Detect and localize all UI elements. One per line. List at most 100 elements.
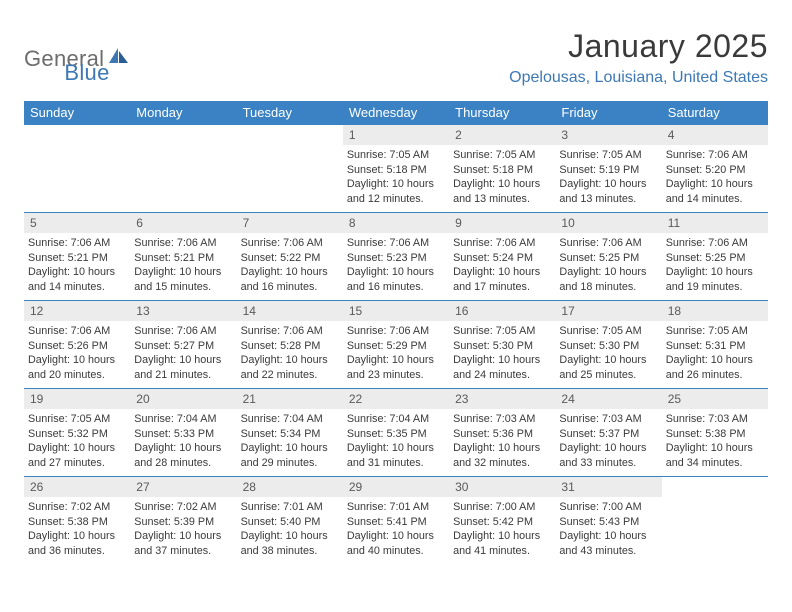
day-number: 2 (449, 125, 555, 145)
sunset-text: Sunset: 5:20 PM (666, 163, 764, 178)
calendar-day-cell: 8Sunrise: 7:06 AMSunset: 5:23 PMDaylight… (343, 213, 449, 301)
sunset-text: Sunset: 5:38 PM (666, 427, 764, 442)
calendar-day-cell: 17Sunrise: 7:05 AMSunset: 5:30 PMDayligh… (555, 301, 661, 389)
sunset-text: Sunset: 5:24 PM (453, 251, 551, 266)
sunset-text: Sunset: 5:25 PM (666, 251, 764, 266)
day2-text: and 31 minutes. (347, 456, 445, 471)
sunset-text: Sunset: 5:32 PM (28, 427, 126, 442)
calendar-day-cell: 4Sunrise: 7:06 AMSunset: 5:20 PMDaylight… (662, 125, 768, 213)
calendar-day-cell: 19Sunrise: 7:05 AMSunset: 5:32 PMDayligh… (24, 389, 130, 477)
day1-text: Daylight: 10 hours (134, 353, 232, 368)
calendar-day-cell: 28 Sunrise: 7:01 AMSunset: 5:40 PMDayligh… (237, 477, 343, 565)
day-content: Sunrise: 7:02 AMSunset: 5:38 PMDaylight:… (24, 497, 130, 560)
calendar-day-cell: 23Sunrise: 7:03 AMSunset: 5:36 PMDayligh… (449, 389, 555, 477)
day-number: 18 (662, 301, 768, 321)
sunrise-text: Sunrise: 7:06 AM (347, 236, 445, 251)
calendar-day-cell: 22Sunrise: 7:04 AMSunset: 5:35 PMDayligh… (343, 389, 449, 477)
sunset-text: Sunset: 5:30 PM (453, 339, 551, 354)
day1-text: Daylight: 10 hours (559, 529, 657, 544)
sunset-text: Sunset: 5:23 PM (347, 251, 445, 266)
day1-text: Daylight: 10 hours (241, 529, 339, 544)
calendar-day-cell (24, 125, 130, 213)
day-number: 29 (343, 477, 449, 497)
sunset-text: Sunset: 5:25 PM (559, 251, 657, 266)
sunset-text: Sunset: 5:40 PM (241, 515, 339, 530)
day-number: 9 (449, 213, 555, 233)
calendar-day-cell: 27Sunrise: 7:02 AMSunset: 5:39 PMDayligh… (130, 477, 236, 565)
sunrise-text: Sunrise: 7:06 AM (347, 324, 445, 339)
day2-text: and 15 minutes. (134, 280, 232, 295)
calendar-week-row: 5Sunrise: 7:06 AMSunset: 5:21 PMDaylight… (24, 213, 768, 301)
day-number: 25 (662, 389, 768, 409)
day2-text: and 40 minutes. (347, 544, 445, 559)
day-content: Sunrise: 7:03 AMSunset: 5:36 PMDaylight:… (449, 409, 555, 472)
sunrise-text: Sunrise: 7:06 AM (28, 236, 126, 251)
day1-text: Daylight: 10 hours (241, 353, 339, 368)
calendar-table: Sunday Monday Tuesday Wednesday Thursday… (24, 101, 768, 565)
calendar-day-cell: 6Sunrise: 7:06 AMSunset: 5:21 PMDaylight… (130, 213, 236, 301)
day2-text: and 38 minutes. (241, 544, 339, 559)
day2-text: and 26 minutes. (666, 368, 764, 383)
calendar-day-cell (662, 477, 768, 565)
calendar-day-cell: 21Sunrise: 7:04 AMSunset: 5:34 PMDayligh… (237, 389, 343, 477)
sunrise-text: Sunrise: 7:00 AM (559, 500, 657, 515)
day2-text: and 14 minutes. (666, 192, 764, 207)
sunrise-text: Sunrise: 7:03 AM (559, 412, 657, 427)
sunset-text: Sunset: 5:33 PM (134, 427, 232, 442)
calendar-day-cell: 7Sunrise: 7:06 AMSunset: 5:22 PMDaylight… (237, 213, 343, 301)
sunset-text: Sunset: 5:28 PM (241, 339, 339, 354)
day-number: 28 (237, 477, 343, 497)
calendar-day-cell: 1Sunrise: 7:05 AMSunset: 5:18 PMDaylight… (343, 125, 449, 213)
calendar-day-cell (130, 125, 236, 213)
calendar-day-cell: 12Sunrise: 7:06 AMSunset: 5:26 PMDayligh… (24, 301, 130, 389)
day-content: Sunrise: 7:05 AMSunset: 5:31 PMDaylight:… (662, 321, 768, 384)
day-content: Sunrise: 7:06 AMSunset: 5:25 PMDaylight:… (555, 233, 661, 296)
day-content: Sunrise: 7:06 AMSunset: 5:26 PMDaylight:… (24, 321, 130, 384)
sunrise-text: Sunrise: 7:05 AM (559, 148, 657, 163)
sunset-text: Sunset: 5:37 PM (559, 427, 657, 442)
sunset-text: Sunset: 5:18 PM (453, 163, 551, 178)
day2-text: and 32 minutes. (453, 456, 551, 471)
sunrise-text: Sunrise: 7:02 AM (134, 500, 232, 515)
sunrise-text: Sunrise: 7:05 AM (666, 324, 764, 339)
calendar-day-cell: 20Sunrise: 7:04 AMSunset: 5:33 PMDayligh… (130, 389, 236, 477)
day2-text: and 20 minutes. (28, 368, 126, 383)
sunrise-text: Sunrise: 7:06 AM (134, 324, 232, 339)
day-number: 10 (555, 213, 661, 233)
day-number: 12 (24, 301, 130, 321)
sunset-text: Sunset: 5:36 PM (453, 427, 551, 442)
calendar-day-cell: 24Sunrise: 7:03 AMSunset: 5:37 PMDayligh… (555, 389, 661, 477)
calendar-day-cell: 13Sunrise: 7:06 AMSunset: 5:27 PMDayligh… (130, 301, 236, 389)
sunrise-text: Sunrise: 7:01 AM (241, 500, 339, 515)
day2-text: and 27 minutes. (28, 456, 126, 471)
day2-text: and 34 minutes. (666, 456, 764, 471)
day-number: 21 (237, 389, 343, 409)
calendar-day-cell: 9Sunrise: 7:06 AMSunset: 5:24 PMDaylight… (449, 213, 555, 301)
day2-text: and 22 minutes. (241, 368, 339, 383)
sunrise-text: Sunrise: 7:05 AM (453, 148, 551, 163)
calendar-day-cell: 3Sunrise: 7:05 AMSunset: 5:19 PMDaylight… (555, 125, 661, 213)
day-number: 19 (24, 389, 130, 409)
calendar-day-cell: 15Sunrise: 7:06 AMSunset: 5:29 PMDayligh… (343, 301, 449, 389)
day-number: 30 (449, 477, 555, 497)
day1-text: Daylight: 10 hours (28, 529, 126, 544)
day1-text: Daylight: 10 hours (559, 441, 657, 456)
day2-text: and 18 minutes. (559, 280, 657, 295)
day-content: Sunrise: 7:03 AMSunset: 5:38 PMDaylight:… (662, 409, 768, 472)
day-content: Sunrise: 7:05 AMSunset: 5:30 PMDaylight:… (449, 321, 555, 384)
day2-text: and 25 minutes. (559, 368, 657, 383)
sunset-text: Sunset: 5:38 PM (28, 515, 126, 530)
day1-text: Daylight: 10 hours (666, 353, 764, 368)
calendar-day-cell: 29Sunrise: 7:01 AMSunset: 5:41 PMDayligh… (343, 477, 449, 565)
day2-text: and 41 minutes. (453, 544, 551, 559)
day2-text: and 12 minutes. (347, 192, 445, 207)
day-content: Sunrise: 7:05 AMSunset: 5:30 PMDaylight:… (555, 321, 661, 384)
day-content: Sunrise: 7:04 AMSunset: 5:34 PMDaylight:… (237, 409, 343, 472)
calendar-week-row: 1Sunrise: 7:05 AMSunset: 5:18 PMDaylight… (24, 125, 768, 213)
day2-text: and 24 minutes. (453, 368, 551, 383)
day2-text: and 16 minutes. (241, 280, 339, 295)
sunrise-text: Sunrise: 7:05 AM (453, 324, 551, 339)
day2-text: and 13 minutes. (453, 192, 551, 207)
day-number: 7 (237, 213, 343, 233)
day2-text: and 17 minutes. (453, 280, 551, 295)
